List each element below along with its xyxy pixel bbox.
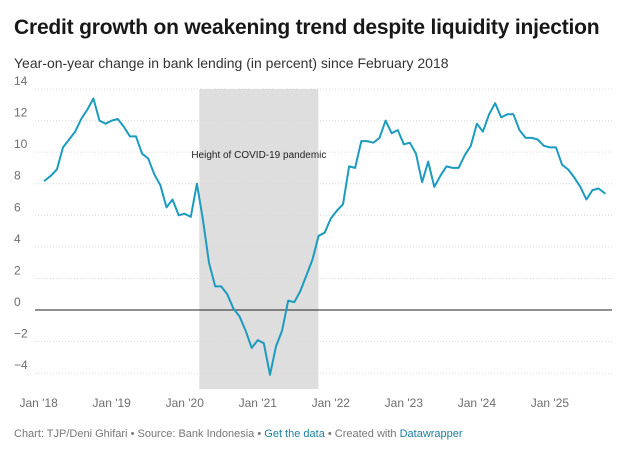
y-tick-label: 12 (14, 106, 28, 120)
y-tick-label: 4 (14, 232, 21, 246)
chart-footer: Chart: TJP/Deni Ghifari • Source: Bank I… (14, 428, 463, 440)
footer-separator: • (127, 428, 138, 440)
y-tick-label: 10 (14, 137, 28, 151)
series-line (43, 97, 606, 376)
created-with-text: Created with (334, 428, 400, 440)
y-tick-label: 2 (14, 263, 21, 277)
x-tick-label: Jan '19 (93, 396, 132, 410)
y-tick-label: 6 (14, 200, 21, 214)
chart-credit: Chart: TJP/Deni Ghifari (14, 428, 128, 440)
x-tick-label: Jan '25 (531, 396, 570, 410)
shaded-range-layer (199, 89, 319, 389)
datawrapper-link[interactable]: Datawrapper (399, 428, 463, 440)
y-axis-labels: −4 −2 0 2 4 6 8 10 12 14 (14, 74, 28, 372)
y-tick-label: 8 (14, 169, 21, 183)
series-layer (43, 97, 606, 376)
x-tick-label: Jan '24 (458, 396, 497, 410)
gridlines-layer (35, 88, 612, 374)
pandemic-shaded-band (199, 89, 319, 389)
x-tick-label: Jan '20 (166, 396, 205, 410)
y-tick-label: −2 (14, 327, 28, 341)
x-tick-label: Jan '23 (385, 396, 424, 410)
source-note: Source: Bank Indonesia (137, 428, 255, 440)
y-tick-label: 0 (14, 295, 21, 309)
annotation-layer: Height of COVID-19 pandemic (191, 150, 326, 161)
chart-title: Credit growth on weakening trend despite… (14, 16, 600, 39)
y-tick-label: −4 (14, 358, 28, 372)
x-tick-label: Jan '18 (19, 396, 58, 410)
x-tick-label: Jan '21 (239, 396, 278, 410)
pandemic-annotation: Height of COVID-19 pandemic (191, 150, 326, 161)
x-axis-labels: Jan '18 Jan '19 Jan '20 Jan '21 Jan '22 Jan '… (19, 396, 569, 410)
footer-separator: • (254, 428, 265, 440)
chart-subtitle: Year-on-year change in bank lending (in … (14, 55, 449, 71)
footer-separator: • (324, 428, 335, 440)
get-the-data-link[interactable]: Get the data (264, 428, 325, 440)
x-tick-label: Jan '22 (312, 396, 351, 410)
y-tick-label: 14 (14, 74, 28, 88)
